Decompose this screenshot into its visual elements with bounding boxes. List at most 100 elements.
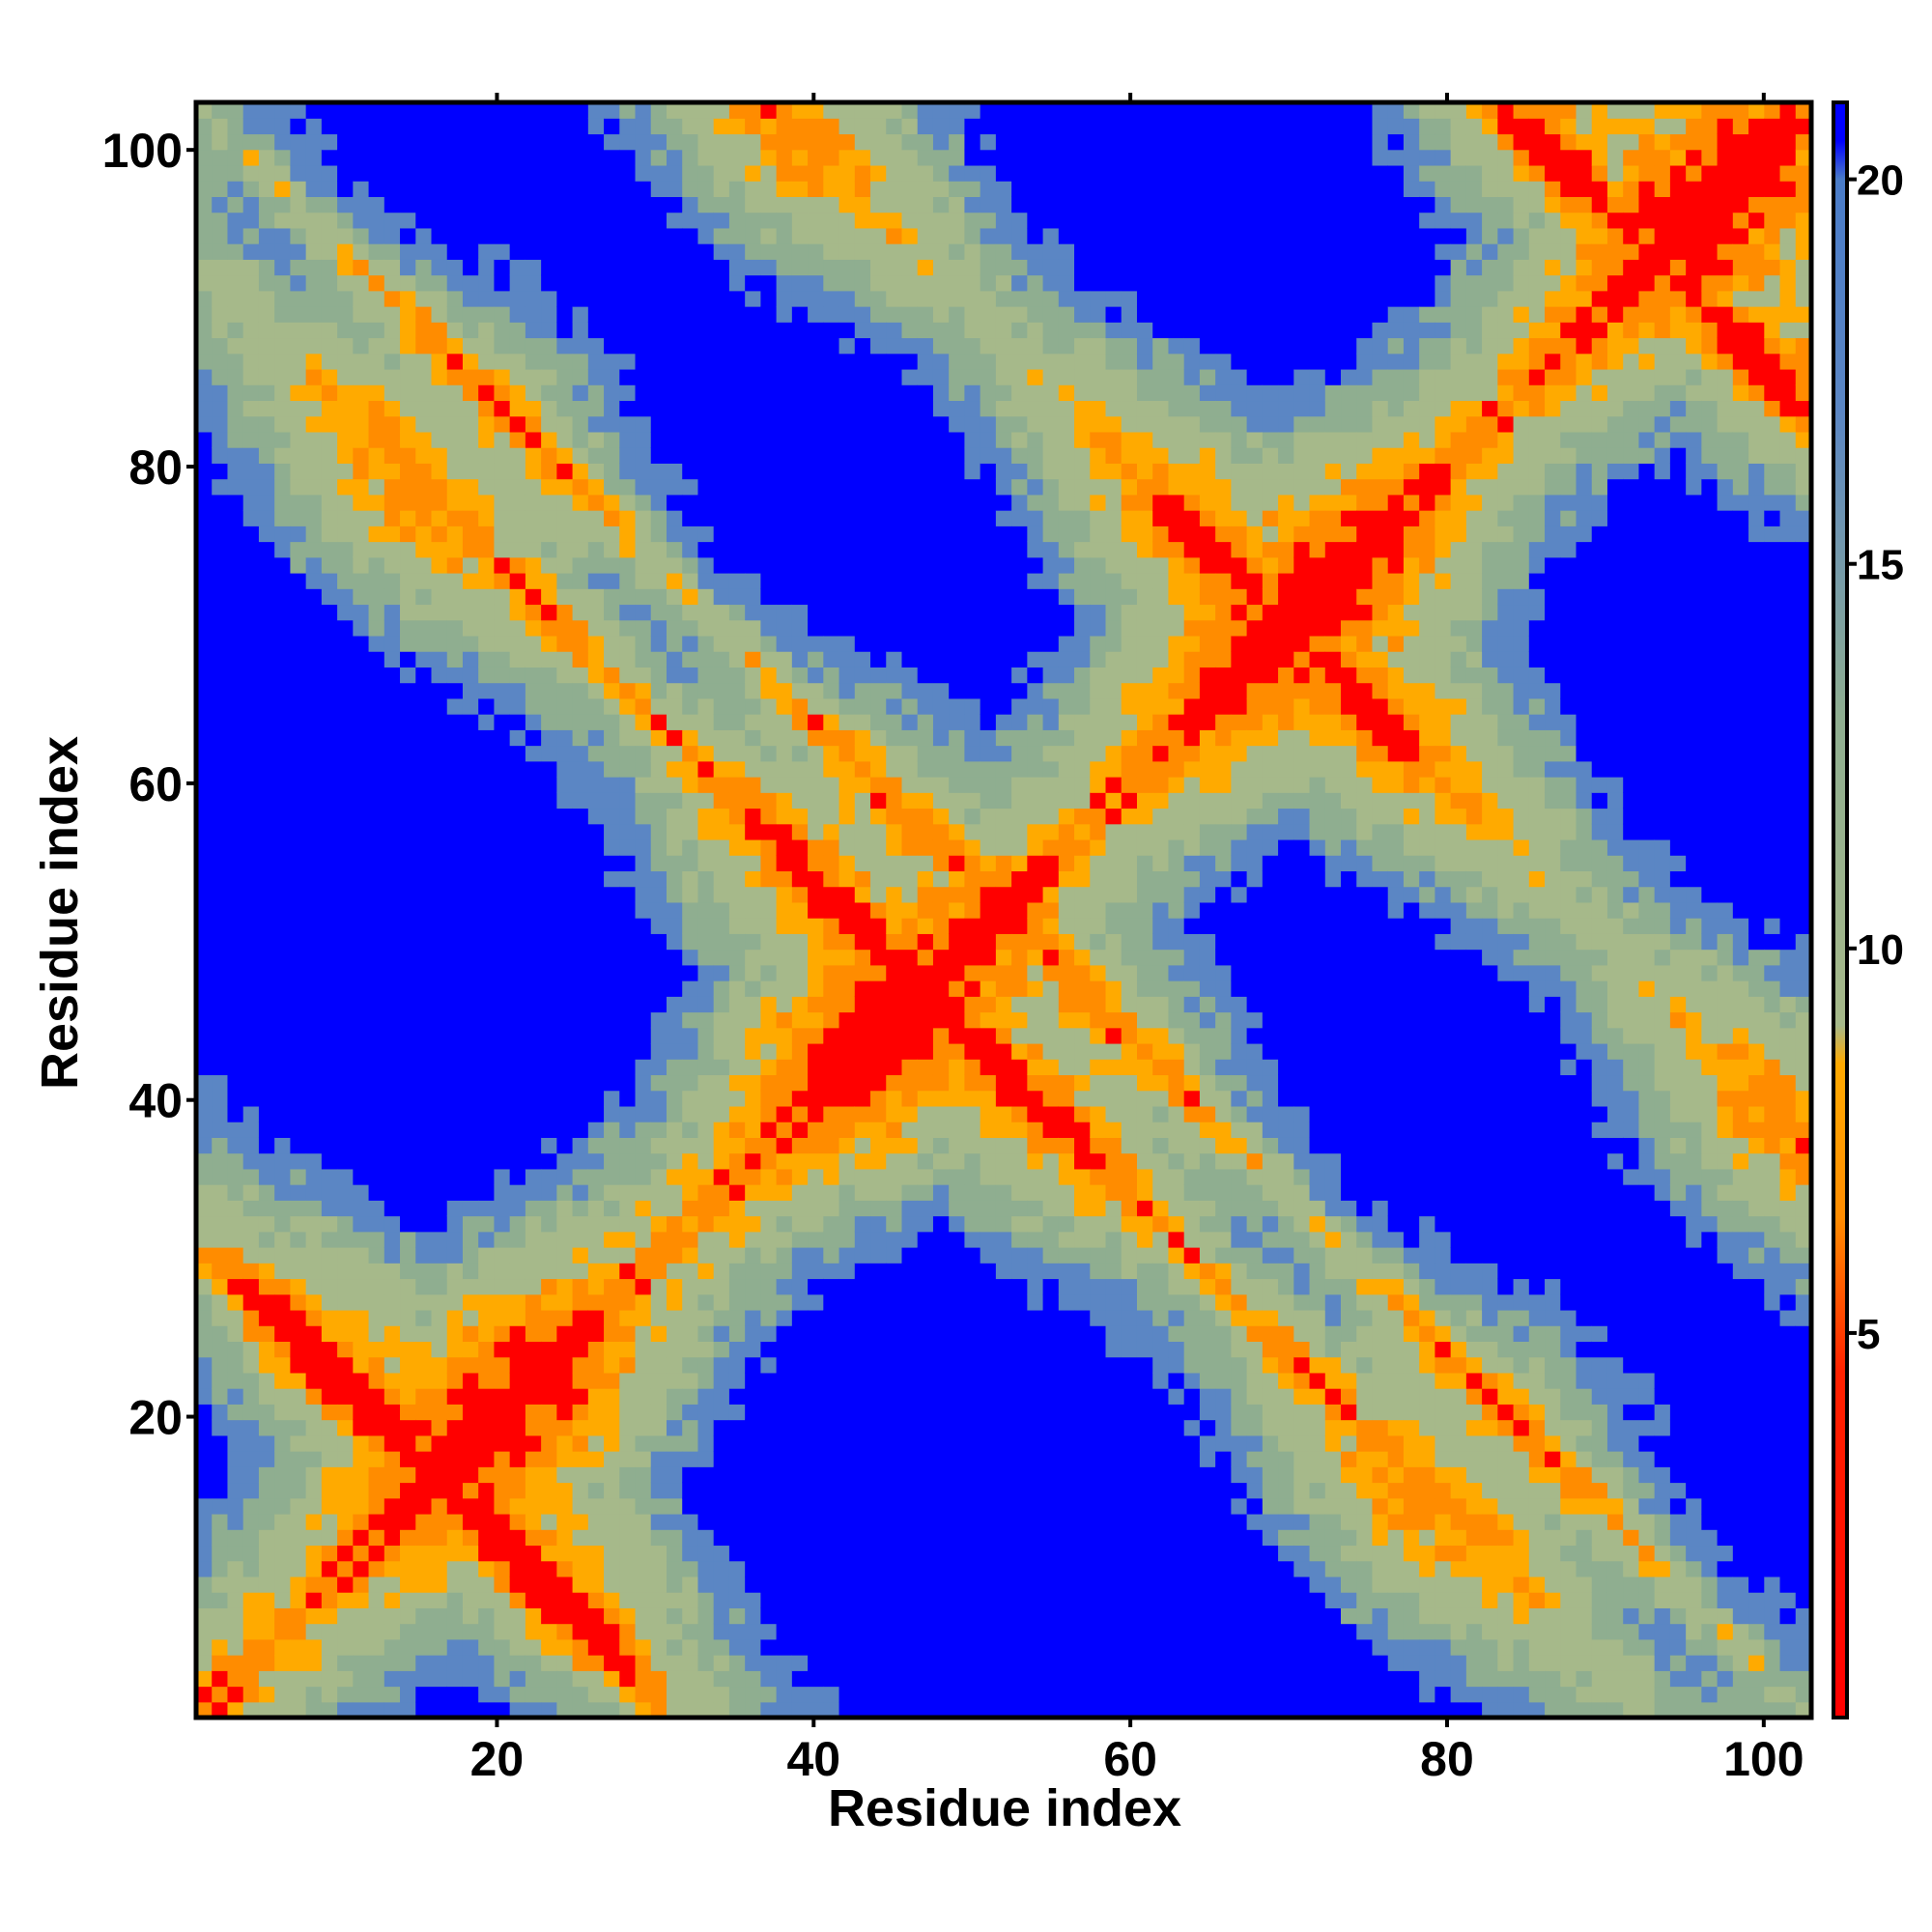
heatmap-cell: [776, 714, 793, 730]
heatmap-cell: [274, 886, 291, 903]
heatmap-cell: [823, 760, 840, 778]
heatmap-cell: [400, 1372, 416, 1389]
heatmap-cell: [415, 1027, 433, 1044]
heatmap-cell: [587, 1686, 605, 1703]
heatmap-cell: [462, 760, 479, 778]
heatmap-cell: [494, 1545, 511, 1562]
heatmap-cell: [431, 1388, 448, 1405]
heatmap-cell: [745, 1105, 761, 1122]
heatmap-cell: [478, 1576, 496, 1593]
heatmap-cell: [305, 541, 323, 558]
heatmap-cell: [572, 463, 589, 480]
heatmap-cell: [572, 1122, 589, 1138]
heatmap-cell: [196, 714, 213, 730]
heatmap-cell: [619, 243, 637, 260]
heatmap-cell: [305, 384, 323, 402]
heatmap-cell: [666, 1482, 683, 1499]
heatmap-cell: [604, 1686, 620, 1703]
heatmap-cell: [838, 918, 856, 934]
heatmap-cell: [838, 901, 856, 919]
heatmap-cell: [635, 1293, 652, 1311]
heatmap-cell: [242, 290, 260, 307]
heatmap-cell: [650, 1607, 668, 1625]
heatmap-cell: [353, 1152, 370, 1170]
heatmap-cell: [305, 415, 323, 433]
heatmap-cell: [321, 1655, 338, 1671]
heatmap-cell: [321, 149, 338, 166]
heatmap-cell: [556, 714, 574, 730]
heatmap-cell: [337, 651, 354, 668]
heatmap-cell: [305, 980, 323, 997]
heatmap-cell: [274, 697, 291, 715]
heatmap-cell: [446, 243, 464, 260]
heatmap-cell: [541, 1074, 557, 1092]
heatmap-cell: [242, 1404, 260, 1421]
heatmap-cell: [227, 1451, 244, 1467]
heatmap-cell: [870, 1011, 887, 1029]
heatmap-cell: [666, 541, 683, 558]
heatmap-cell: [321, 1638, 338, 1656]
heatmap-cell: [901, 400, 919, 417]
heatmap-cell: [745, 227, 761, 244]
heatmap-cell: [353, 980, 370, 997]
heatmap-cell: [932, 714, 950, 730]
heatmap-cell: [353, 1435, 370, 1452]
heatmap-cell: [478, 1200, 496, 1217]
heatmap-cell: [321, 1701, 338, 1719]
heatmap-cell: [556, 181, 574, 197]
heatmap-cell: [666, 227, 683, 244]
heatmap-cell: [368, 1529, 385, 1547]
heatmap-cell: [274, 918, 291, 934]
heatmap-cell: [745, 635, 761, 652]
heatmap-cell: [384, 949, 401, 966]
heatmap-cell: [666, 1059, 683, 1076]
heatmap-cell: [290, 306, 307, 323]
heatmap-cell: [838, 777, 856, 793]
heatmap-cell: [587, 1263, 605, 1280]
heatmap-cell: [776, 463, 793, 480]
heatmap-cell: [901, 1701, 919, 1719]
heatmap-cell: [697, 1027, 715, 1044]
heatmap-cell: [808, 478, 824, 496]
heatmap-cell: [932, 133, 950, 151]
heatmap-cell: [728, 1388, 746, 1405]
heatmap-cell: [290, 133, 307, 151]
heatmap-cell: [337, 1263, 354, 1280]
heatmap-cell: [227, 651, 244, 668]
heatmap-cell: [446, 964, 464, 981]
heatmap-cell: [870, 259, 887, 276]
heatmap-cell: [587, 478, 605, 496]
heatmap-cell: [823, 1325, 840, 1342]
heatmap-cell: [462, 1623, 479, 1640]
heatmap-cell: [446, 1686, 464, 1703]
heatmap-cell: [227, 227, 244, 244]
heatmap-cell: [854, 1404, 871, 1421]
heatmap-cell: [682, 1341, 699, 1358]
heatmap-cell: [258, 1372, 275, 1389]
heatmap-cell: [400, 870, 416, 888]
heatmap-cell: [917, 901, 934, 919]
heatmap-cell: [274, 337, 291, 355]
heatmap-cell: [713, 1309, 730, 1326]
heatmap-cell: [353, 556, 370, 574]
heatmap-cell: [446, 1482, 464, 1499]
heatmap-cell: [556, 1122, 574, 1138]
heatmap-cell: [932, 102, 950, 119]
heatmap-cell: [462, 510, 479, 526]
heatmap-cell: [368, 808, 385, 825]
heatmap-cell: [431, 572, 448, 589]
heatmap-cell: [478, 933, 496, 951]
heatmap-cell: [917, 510, 934, 526]
heatmap-cell: [619, 760, 637, 778]
heatmap-cell: [886, 526, 903, 543]
heatmap-cell: [886, 870, 903, 888]
heatmap-cell: [823, 1372, 840, 1389]
heatmap-cell: [870, 494, 887, 511]
heatmap-cell: [745, 1263, 761, 1280]
heatmap-cell: [886, 118, 903, 135]
heatmap-cell: [196, 1168, 213, 1185]
heatmap-cell: [446, 838, 464, 856]
heatmap-cell: [901, 1545, 919, 1562]
heatmap-cell: [212, 933, 229, 951]
heatmap-cell: [808, 1686, 824, 1703]
